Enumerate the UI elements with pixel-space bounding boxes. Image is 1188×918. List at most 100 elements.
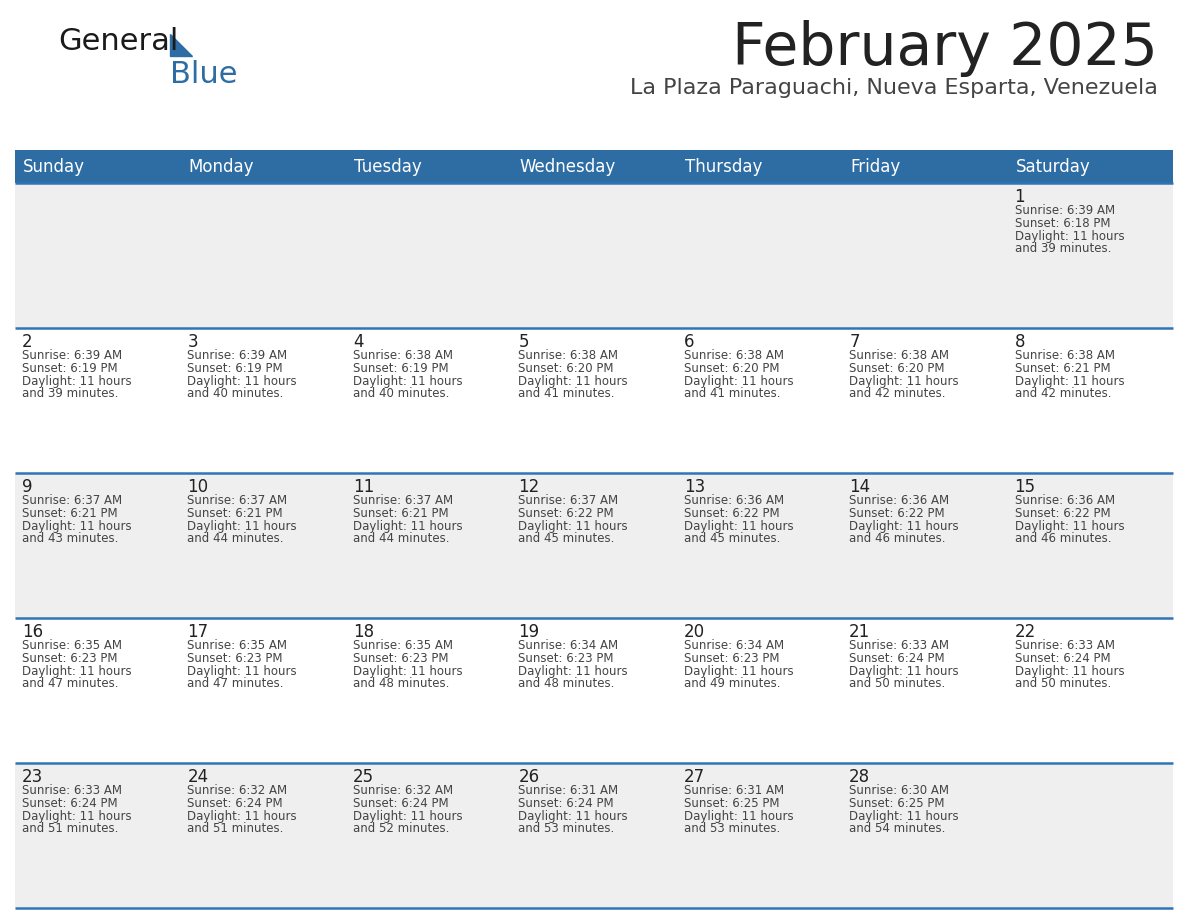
- Text: Daylight: 11 hours: Daylight: 11 hours: [684, 810, 794, 823]
- Text: Daylight: 11 hours: Daylight: 11 hours: [849, 665, 959, 678]
- Text: Daylight: 11 hours: Daylight: 11 hours: [23, 665, 132, 678]
- Bar: [15, 150, 1173, 183]
- Text: Sunset: 6:24 PM: Sunset: 6:24 PM: [1015, 652, 1111, 665]
- Text: Daylight: 11 hours: Daylight: 11 hours: [23, 375, 132, 388]
- Text: Sunset: 6:24 PM: Sunset: 6:24 PM: [849, 652, 944, 665]
- Text: Daylight: 11 hours: Daylight: 11 hours: [849, 520, 959, 533]
- Bar: [15, 328, 1173, 473]
- Text: Daylight: 11 hours: Daylight: 11 hours: [188, 375, 297, 388]
- Text: 17: 17: [188, 623, 209, 641]
- Text: and 50 minutes.: and 50 minutes.: [1015, 677, 1111, 690]
- Text: and 53 minutes.: and 53 minutes.: [684, 822, 781, 835]
- Text: February 2025: February 2025: [732, 20, 1158, 77]
- Text: Sunset: 6:23 PM: Sunset: 6:23 PM: [23, 652, 118, 665]
- Text: Sunrise: 6:31 AM: Sunrise: 6:31 AM: [518, 784, 619, 797]
- Text: and 46 minutes.: and 46 minutes.: [849, 532, 946, 545]
- Text: Sunset: 6:21 PM: Sunset: 6:21 PM: [23, 507, 118, 520]
- Text: and 50 minutes.: and 50 minutes.: [849, 677, 946, 690]
- Text: Sunset: 6:20 PM: Sunset: 6:20 PM: [684, 362, 779, 375]
- Text: Sunrise: 6:34 AM: Sunrise: 6:34 AM: [518, 639, 619, 652]
- Text: and 48 minutes.: and 48 minutes.: [518, 677, 614, 690]
- Text: and 39 minutes.: and 39 minutes.: [1015, 242, 1111, 255]
- Text: Sunrise: 6:37 AM: Sunrise: 6:37 AM: [518, 494, 619, 507]
- Text: Sunset: 6:19 PM: Sunset: 6:19 PM: [23, 362, 118, 375]
- Text: 5: 5: [518, 333, 529, 351]
- Text: Sunrise: 6:35 AM: Sunrise: 6:35 AM: [23, 639, 122, 652]
- Text: Daylight: 11 hours: Daylight: 11 hours: [518, 375, 628, 388]
- Text: 23: 23: [23, 768, 43, 786]
- Text: and 41 minutes.: and 41 minutes.: [684, 387, 781, 400]
- Text: Sunset: 6:24 PM: Sunset: 6:24 PM: [188, 797, 283, 810]
- Text: and 43 minutes.: and 43 minutes.: [23, 532, 119, 545]
- Text: Sunrise: 6:32 AM: Sunrise: 6:32 AM: [353, 784, 453, 797]
- Text: Daylight: 11 hours: Daylight: 11 hours: [188, 810, 297, 823]
- Text: and 51 minutes.: and 51 minutes.: [188, 822, 284, 835]
- Text: and 42 minutes.: and 42 minutes.: [1015, 387, 1111, 400]
- Bar: [15, 763, 1173, 908]
- Text: Daylight: 11 hours: Daylight: 11 hours: [1015, 520, 1124, 533]
- Text: and 42 minutes.: and 42 minutes.: [849, 387, 946, 400]
- Text: 4: 4: [353, 333, 364, 351]
- Text: 9: 9: [23, 478, 32, 496]
- Text: Sunrise: 6:38 AM: Sunrise: 6:38 AM: [1015, 349, 1114, 362]
- Text: and 54 minutes.: and 54 minutes.: [849, 822, 946, 835]
- Text: Daylight: 11 hours: Daylight: 11 hours: [684, 520, 794, 533]
- Polygon shape: [170, 34, 192, 56]
- Text: Wednesday: Wednesday: [519, 158, 615, 175]
- Text: Sunset: 6:18 PM: Sunset: 6:18 PM: [1015, 217, 1110, 230]
- Text: Sunrise: 6:39 AM: Sunrise: 6:39 AM: [1015, 204, 1114, 217]
- Text: Monday: Monday: [189, 158, 254, 175]
- Text: Sunset: 6:23 PM: Sunset: 6:23 PM: [188, 652, 283, 665]
- Text: Sunrise: 6:33 AM: Sunrise: 6:33 AM: [1015, 639, 1114, 652]
- Text: Daylight: 11 hours: Daylight: 11 hours: [1015, 665, 1124, 678]
- Text: Sunrise: 6:33 AM: Sunrise: 6:33 AM: [849, 639, 949, 652]
- Text: 14: 14: [849, 478, 871, 496]
- Text: Sunrise: 6:38 AM: Sunrise: 6:38 AM: [849, 349, 949, 362]
- Text: Sunset: 6:20 PM: Sunset: 6:20 PM: [849, 362, 944, 375]
- Text: and 47 minutes.: and 47 minutes.: [23, 677, 119, 690]
- Text: Daylight: 11 hours: Daylight: 11 hours: [353, 520, 462, 533]
- Text: Tuesday: Tuesday: [354, 158, 422, 175]
- Text: Daylight: 11 hours: Daylight: 11 hours: [849, 375, 959, 388]
- Text: Sunset: 6:22 PM: Sunset: 6:22 PM: [1015, 507, 1111, 520]
- Text: Sunrise: 6:37 AM: Sunrise: 6:37 AM: [188, 494, 287, 507]
- Text: Sunrise: 6:34 AM: Sunrise: 6:34 AM: [684, 639, 784, 652]
- Text: and 39 minutes.: and 39 minutes.: [23, 387, 119, 400]
- Text: Daylight: 11 hours: Daylight: 11 hours: [353, 810, 462, 823]
- Text: Sunset: 6:23 PM: Sunset: 6:23 PM: [353, 652, 448, 665]
- Text: Sunrise: 6:37 AM: Sunrise: 6:37 AM: [353, 494, 453, 507]
- Text: 21: 21: [849, 623, 871, 641]
- Text: Sunrise: 6:32 AM: Sunrise: 6:32 AM: [188, 784, 287, 797]
- Text: and 51 minutes.: and 51 minutes.: [23, 822, 119, 835]
- Text: 13: 13: [684, 478, 704, 496]
- Text: Sunrise: 6:36 AM: Sunrise: 6:36 AM: [684, 494, 784, 507]
- Text: Sunrise: 6:33 AM: Sunrise: 6:33 AM: [23, 784, 122, 797]
- Text: Daylight: 11 hours: Daylight: 11 hours: [1015, 230, 1124, 243]
- Text: 19: 19: [518, 623, 539, 641]
- Text: Sunset: 6:24 PM: Sunset: 6:24 PM: [353, 797, 449, 810]
- Text: Sunrise: 6:31 AM: Sunrise: 6:31 AM: [684, 784, 784, 797]
- Text: 18: 18: [353, 623, 374, 641]
- Text: 2: 2: [23, 333, 32, 351]
- Text: Sunset: 6:22 PM: Sunset: 6:22 PM: [518, 507, 614, 520]
- Text: Sunrise: 6:39 AM: Sunrise: 6:39 AM: [188, 349, 287, 362]
- Text: Sunset: 6:21 PM: Sunset: 6:21 PM: [353, 507, 449, 520]
- Text: and 52 minutes.: and 52 minutes.: [353, 822, 449, 835]
- Text: 8: 8: [1015, 333, 1025, 351]
- Text: 26: 26: [518, 768, 539, 786]
- Text: 12: 12: [518, 478, 539, 496]
- Text: Sunset: 6:25 PM: Sunset: 6:25 PM: [684, 797, 779, 810]
- Text: Sunset: 6:24 PM: Sunset: 6:24 PM: [23, 797, 118, 810]
- Text: Sunset: 6:21 PM: Sunset: 6:21 PM: [1015, 362, 1111, 375]
- Text: 16: 16: [23, 623, 43, 641]
- Text: Sunrise: 6:38 AM: Sunrise: 6:38 AM: [684, 349, 784, 362]
- Text: 15: 15: [1015, 478, 1036, 496]
- Text: Sunrise: 6:36 AM: Sunrise: 6:36 AM: [1015, 494, 1114, 507]
- Text: 3: 3: [188, 333, 198, 351]
- Text: Daylight: 11 hours: Daylight: 11 hours: [849, 810, 959, 823]
- Bar: [15, 618, 1173, 763]
- Text: 1: 1: [1015, 188, 1025, 206]
- Text: 6: 6: [684, 333, 694, 351]
- Text: Sunset: 6:19 PM: Sunset: 6:19 PM: [188, 362, 283, 375]
- Text: Daylight: 11 hours: Daylight: 11 hours: [518, 520, 628, 533]
